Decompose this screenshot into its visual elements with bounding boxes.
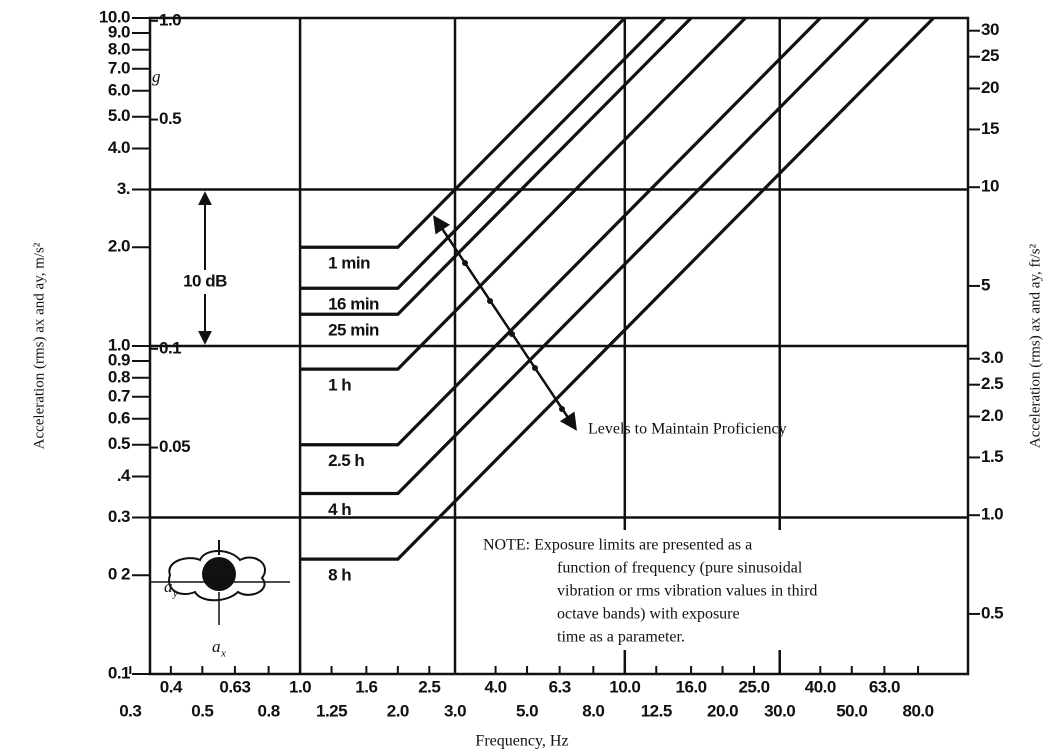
x-tick-label: 0.3 [119,701,141,720]
x-tick-label: 2.5 [418,677,440,696]
curve-label: 1 min [328,254,370,273]
y-tick-label: 5.0 [108,106,130,125]
g-tick-label: 0.5 [159,109,181,128]
y2-tick-label: 2.0 [981,406,1003,425]
y2-tick-label: 20 [981,78,999,97]
curve-label: 1 h [328,376,351,395]
y2-tick-label: 10 [981,177,999,196]
note-line: vibration or rms vibration values in thi… [557,583,817,600]
x-tick-label: 20.0 [707,701,738,720]
y-tick-label: 9.0 [108,22,130,41]
x-tick-label: 4.0 [485,677,507,696]
y-tick-label: 7.0 [108,58,130,77]
x-tick-label: 25.0 [738,677,769,696]
x-axis-label: Frequency, Hz [475,733,568,750]
x-tick-label: 40.0 [805,677,836,696]
y-tick-label: 8.0 [108,39,130,58]
x-tick-label: 50.0 [836,701,867,720]
y-tick-label: 0 2 [108,565,130,584]
x-tick-label: 2.0 [387,701,409,720]
g-tick-label: 0.05 [159,437,190,456]
y-tick-label: 2.0 [108,237,130,256]
x-tick-label: 12.5 [641,701,672,720]
x-tick-label: 1.0 [289,677,311,696]
y2-tick-label: 5 [981,275,990,294]
y2-tick-label: 3.0 [981,348,1003,367]
exposure-curve [300,18,870,496]
x-tick-label: 0.4 [160,677,183,696]
y2-tick-label: 15 [981,119,999,138]
y-tick-label: 0.3 [108,507,130,526]
exposure-curve [300,18,747,371]
x-tick-label: 63.0 [869,677,900,696]
x-tick-label: 16.0 [676,677,707,696]
curve-label: 8 h [328,566,351,585]
x-tick-label: 1.6 [355,677,377,696]
x-tick-label: 6.3 [549,677,571,696]
db-label: 10 dB [183,271,227,290]
x-tick-label: 0.63 [219,677,250,696]
y2-tick-label: 25 [981,46,999,65]
curve-label: 2.5 h [328,451,364,470]
note-line: time as a parameter. [557,629,685,646]
exposure-curve [300,18,626,249]
exposure-curve [300,18,693,316]
curve-label: 16 min [328,295,379,314]
y-tick-label: 0.8 [108,367,130,386]
x-tick-label: 10.0 [609,677,640,696]
y-tick-label: 4.0 [108,138,130,157]
x-tick-label: 80.0 [903,701,934,720]
exposure-curve [300,18,935,561]
exposure-curve [300,18,667,290]
body-icon [150,540,290,625]
icon-label: a [164,577,173,596]
y-tick-label: 1.0 [108,335,130,354]
note-bg [478,530,908,650]
y2-tick-label: 0.5 [981,603,1003,622]
y-tick-label: 0.5 [108,434,130,453]
x-tick-label: 30.0 [764,701,795,720]
x-tick-label: 0.8 [258,701,280,720]
y2-tick-label: 1.0 [981,505,1003,524]
db-bg [166,270,244,294]
y-tick-label: 0.9 [108,350,130,369]
y-tick-label: 3. [117,179,130,198]
y2-axis-label: Acceleration (rms) ax and ay, ft/s² [1027,243,1043,448]
curve-label: 4 h [328,500,351,519]
note-line: octave bands) with exposure [557,606,740,623]
y-tick-label: .4 [117,466,131,485]
x-tick-label: 3.0 [444,701,466,720]
proficiency-dots [462,260,565,412]
icon-label: a [212,637,221,656]
y-tick-label: 0.1 [108,663,130,682]
note-line: NOTE: Exposure limits are presented as a [483,537,752,554]
y-tick-label: 10.0 [99,7,130,26]
g-axis-label: g [152,67,161,86]
y2-tick-label: 1.5 [981,447,1003,466]
curve-label: 25 min [328,321,379,340]
g-tick-label: 0.1 [159,338,181,357]
icon-label-sub: y [172,588,178,600]
y-tick-label: 6.0 [108,80,130,99]
exposure-curve [300,18,822,447]
g-tick-label: 1.0 [159,10,181,29]
x-tick-label: 0.5 [191,701,213,720]
y-tick-label: 0.6 [108,408,130,427]
x-tick-label: 1.25 [316,701,347,720]
icon-label-sub: x [220,648,226,660]
y-tick-label: 0.7 [108,386,130,405]
y2-tick-label: 30 [981,20,999,39]
x-tick-label: 5.0 [516,701,538,720]
proficiency-label: Levels to Maintain Proficiency [588,421,787,438]
note-line: function of frequency (pure sinusoidal [557,560,803,577]
proficiency-arrow [433,215,577,431]
y-axis-label: Acceleration (rms) ax and ay, m/s² [31,242,47,449]
x-tick-label: 8.0 [582,701,604,720]
y2-tick-label: 2.5 [981,374,1003,393]
